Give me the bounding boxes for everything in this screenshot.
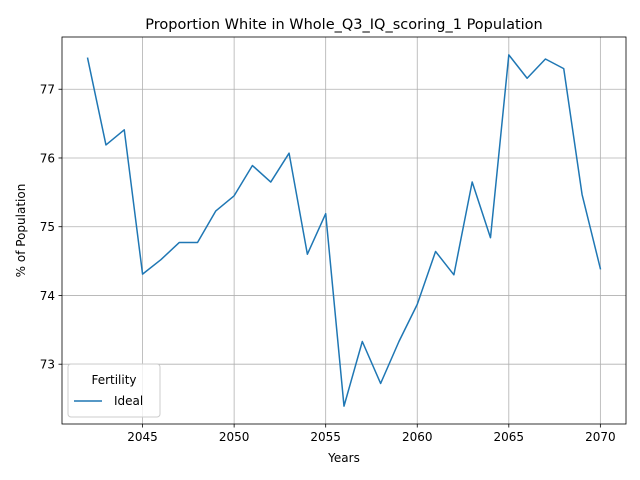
x-tick-label: 2065	[494, 430, 525, 444]
y-tick-label: 74	[40, 289, 55, 303]
x-tick-label: 2070	[585, 430, 616, 444]
legend-entry-ideal: Ideal	[114, 394, 143, 408]
x-tick-label: 2050	[219, 430, 250, 444]
y-tick-label: 73	[40, 358, 55, 372]
legend-title: Fertility	[91, 373, 136, 387]
x-tick-label: 2055	[310, 430, 341, 444]
legend-box	[67, 363, 161, 418]
legend: Fertility Ideal	[67, 363, 161, 418]
x-tick-label: 2045	[127, 430, 158, 444]
chart-title: Proportion White in Whole_Q3_IQ_scoring_…	[145, 17, 543, 33]
x-tick-label: 2060	[402, 430, 433, 444]
x-axis-label: Years	[327, 451, 360, 465]
y-tick-label: 76	[40, 151, 55, 165]
plot-frame	[61, 36, 627, 425]
grid-lines	[62, 37, 626, 424]
plot-area	[62, 37, 626, 424]
y-tick-label: 75	[40, 220, 55, 234]
y-tick-label: 77	[40, 83, 55, 97]
series-line-ideal	[86, 54, 602, 407]
y-axis-label: % of Population	[14, 184, 28, 278]
axis-ticks: 2045 2050 2055 2060 2065 2070 73 74 75 76 77	[40, 83, 616, 444]
series-layer	[86, 54, 602, 407]
